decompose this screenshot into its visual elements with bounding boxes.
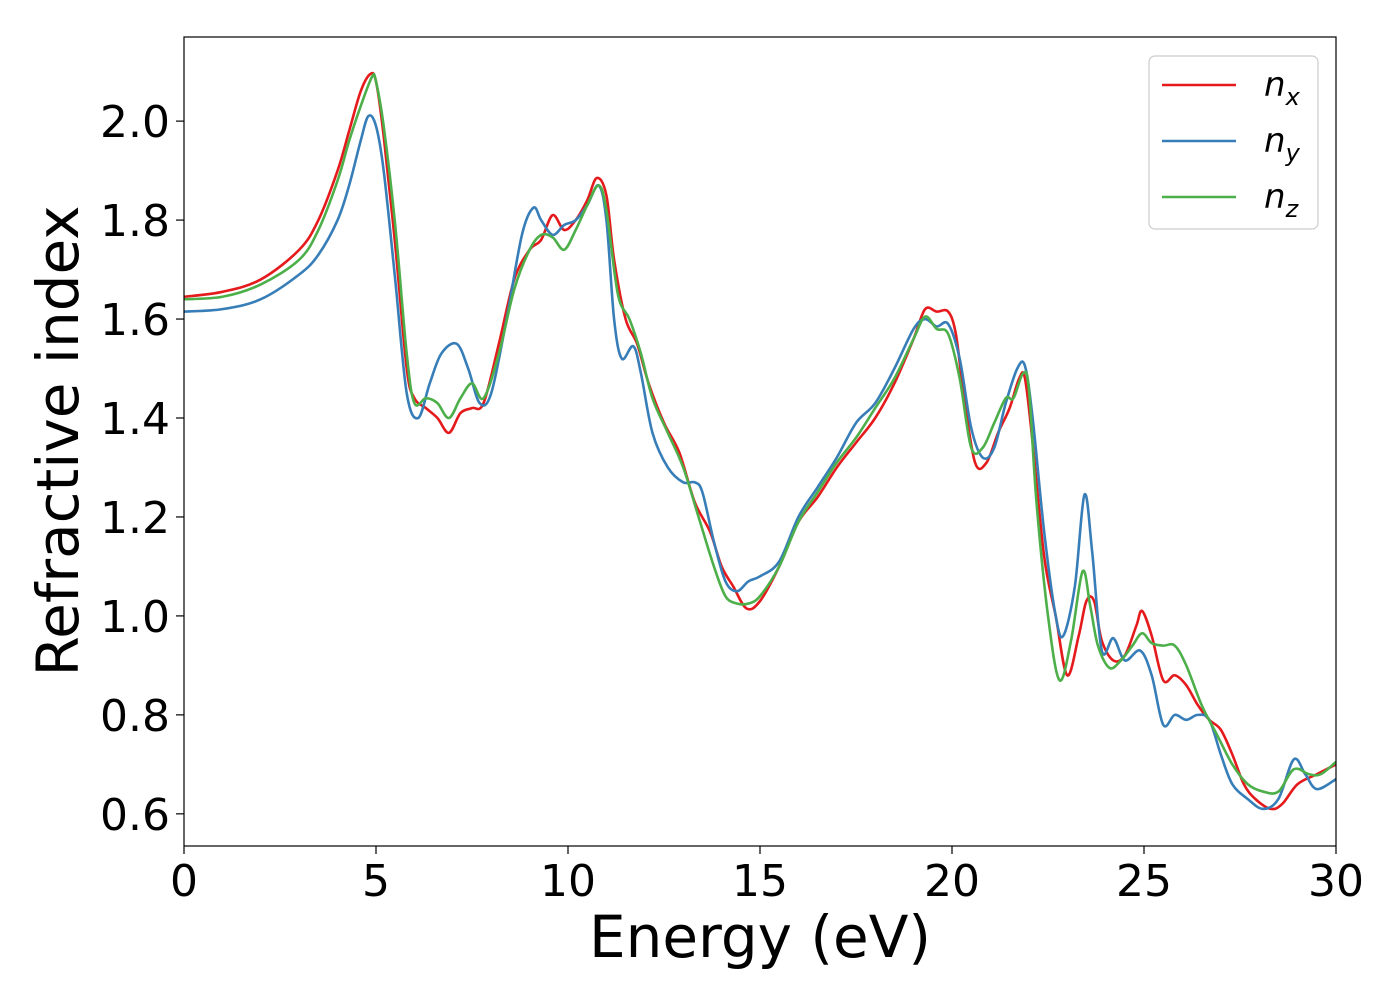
legend: nx ny nz bbox=[1148, 55, 1319, 230]
x-tick-label: 20 bbox=[924, 856, 980, 907]
legend-label-nz: nz bbox=[1264, 177, 1300, 223]
legend-label-ny: ny bbox=[1264, 121, 1301, 167]
y-tick-label: 1.4 bbox=[100, 394, 170, 445]
y-tick-label: 1.2 bbox=[100, 493, 170, 544]
x-axis-title: Energy (eV) bbox=[589, 903, 931, 971]
series-line-ny bbox=[184, 114, 1336, 811]
y-tick-label: 2.0 bbox=[100, 97, 170, 148]
x-tick-label: 10 bbox=[540, 856, 596, 907]
y-axis-title: Refractive index bbox=[24, 205, 92, 676]
tick-layer: 0 5 10 15 20 25 30 0.6 0.8 1.0 1.2 1.4 1.6 1.8 2.0 bbox=[100, 97, 1364, 907]
y-tick-label: 1.8 bbox=[100, 196, 170, 247]
x-tick-label: 25 bbox=[1116, 856, 1172, 907]
series-layer bbox=[184, 71, 1336, 811]
legend-label-nx: nx bbox=[1264, 65, 1301, 111]
y-tick-label: 0.8 bbox=[100, 691, 170, 742]
x-tick-label: 30 bbox=[1308, 856, 1364, 907]
legend-entries: nx ny nz bbox=[1162, 65, 1301, 223]
legend-box bbox=[1148, 55, 1319, 230]
x-tick-label: 15 bbox=[732, 856, 788, 907]
y-tick-label: 0.6 bbox=[100, 790, 170, 841]
x-tick-label: 5 bbox=[362, 856, 390, 907]
x-tick-label: 0 bbox=[170, 856, 198, 907]
series-line-nz bbox=[184, 72, 1336, 795]
y-tick-label: 1.0 bbox=[100, 592, 170, 643]
y-tick-label: 1.6 bbox=[100, 295, 170, 346]
